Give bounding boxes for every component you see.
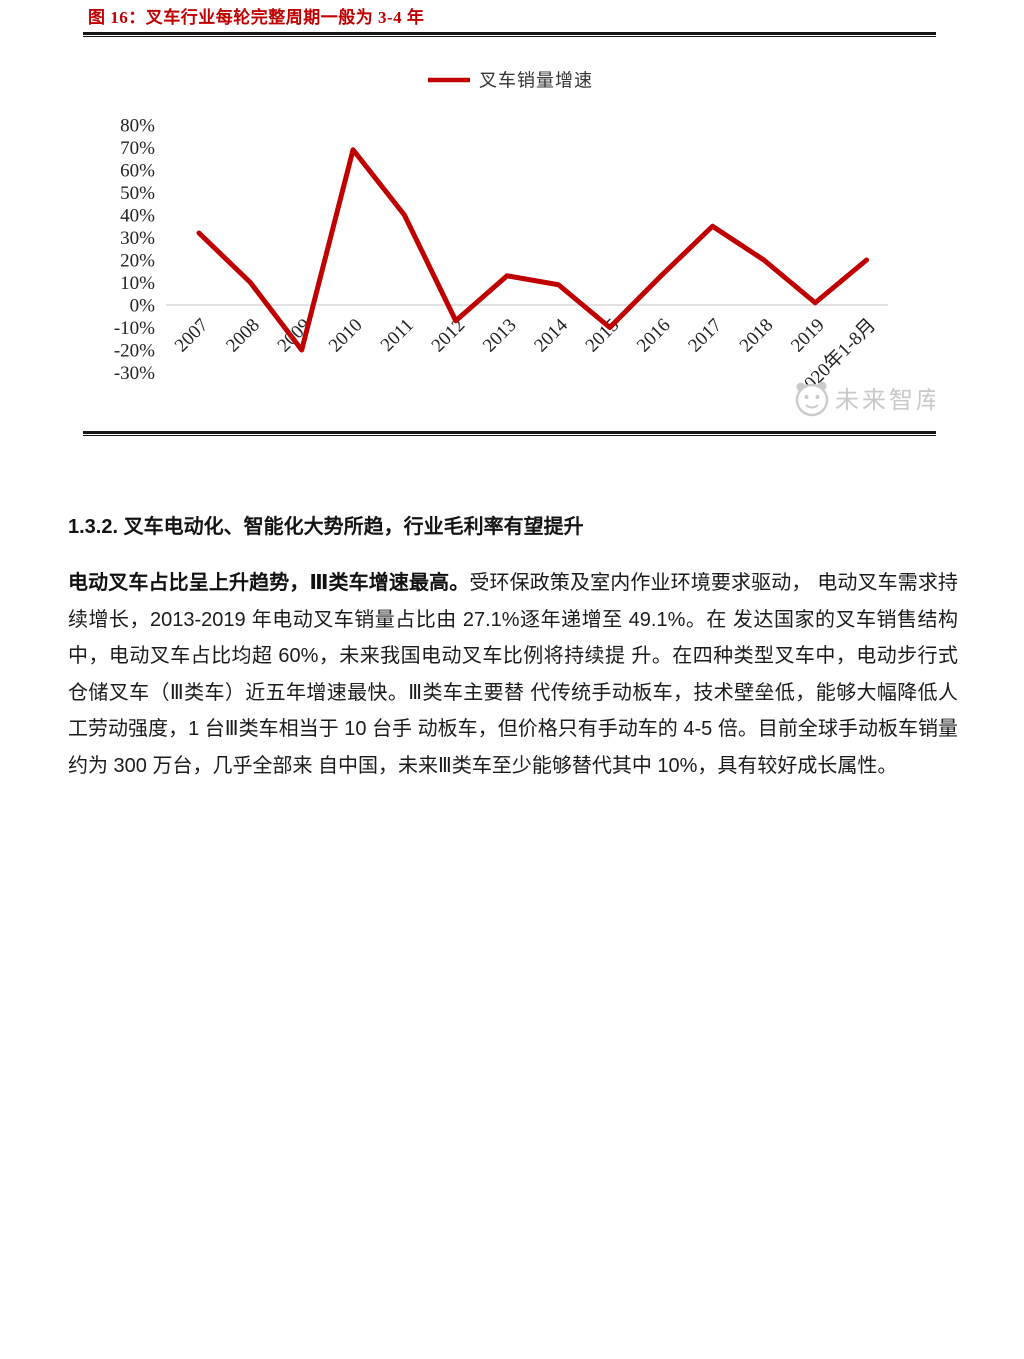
y-tick-label: 20%: [120, 251, 155, 272]
watermark-text: 未来智库: [835, 387, 935, 414]
x-tick-label: 2018: [736, 315, 778, 357]
y-tick-label: 30%: [120, 228, 155, 249]
figure-bottom-rule: [83, 431, 936, 436]
watermark-logo-face-icon: [795, 383, 829, 417]
watermark-logo-eye-icon: [804, 395, 809, 399]
paragraph-lead-bold: 电动叉车占比呈上升趋势，Ⅲ类车增速最高。: [68, 572, 470, 594]
section-heading: 1.3.2. 叉车电动化、智能化大势所趋，行业毛利率有望提升: [68, 516, 584, 538]
watermark-logo-eye-icon: [815, 395, 820, 399]
legend-label: 叉车销量增速: [479, 71, 593, 91]
watermark-logo-smile-icon: [805, 404, 819, 409]
figure-top-rule: [83, 32, 936, 37]
y-tick-label: 10%: [120, 273, 155, 294]
figure-caption: 图 16：叉车行业每轮完整周期一般为 3-4 年: [88, 8, 425, 27]
rule-thick-line: [83, 32, 936, 35]
x-tick-label: 2011: [377, 315, 418, 356]
y-tick-label: 50%: [120, 183, 155, 204]
x-tick-label: 2012: [428, 315, 470, 357]
rule-thick-line: [83, 431, 936, 434]
body-paragraph: 电动叉车占比呈上升趋势，Ⅲ类车增速最高。受环保政策及室内作业环境要求驱动， 电动…: [68, 565, 958, 784]
y-tick-label: 40%: [120, 206, 155, 227]
forklift-sales-growth-chart: 80%70%60%50%40%30%20%10%0%-10%-20%-30% 20…: [114, 71, 935, 417]
x-tick-label: 2010: [325, 315, 367, 357]
x-tick-label: 2007: [171, 315, 213, 357]
y-tick-label: -10%: [114, 318, 155, 339]
y-tick-label: 0%: [130, 296, 156, 317]
y-tick-label: 80%: [120, 116, 155, 137]
x-tick-label: 2019: [787, 315, 829, 357]
x-tick-label: 2014: [530, 314, 572, 356]
rule-thin-line: [83, 435, 936, 436]
y-tick-label: -30%: [114, 363, 155, 384]
y-tick-label: 70%: [120, 138, 155, 159]
series-line-forklift-sales-growth: [196, 147, 870, 353]
y-tick-label: 60%: [120, 161, 155, 182]
x-tick-label: 2017: [684, 315, 726, 357]
x-tick-label: 2016: [633, 315, 675, 357]
y-tick-label: -20%: [114, 341, 155, 362]
x-tick-label: 2013: [479, 315, 521, 357]
rule-thin-line: [83, 36, 936, 37]
x-tick-label: 2008: [222, 315, 264, 357]
paragraph-body-text: 受环保政策及室内作业环境要求驱动， 电动叉车需求持续增长，2013-2019 年…: [68, 572, 958, 777]
